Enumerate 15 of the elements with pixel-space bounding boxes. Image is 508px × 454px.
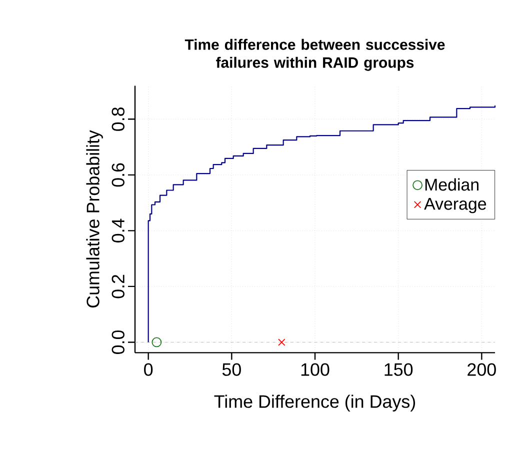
y-axis-title: Cumulative Probability: [86, 130, 103, 308]
x-tick-label: 50: [222, 363, 241, 376]
x-tick-label: 0: [144, 363, 153, 376]
x-tick-label: 100: [301, 363, 330, 376]
y-tick-label: 0.0: [112, 330, 124, 354]
y-tick-label: 0.6: [112, 163, 124, 187]
x-tick-label: 200: [468, 363, 496, 376]
x-axis-title: Time Difference (in Days): [214, 394, 416, 412]
legend-label: Average: [424, 198, 486, 214]
y-tick-label: 0.8: [112, 107, 124, 131]
x-tick-label: 150: [384, 363, 413, 376]
y-tick-label: 0.4: [112, 218, 124, 242]
y-tick-label: 0.2: [112, 274, 124, 298]
legend-label: Median: [425, 178, 478, 191]
chart-title: Time difference between successive failures within RAID groups: [184, 38, 445, 71]
